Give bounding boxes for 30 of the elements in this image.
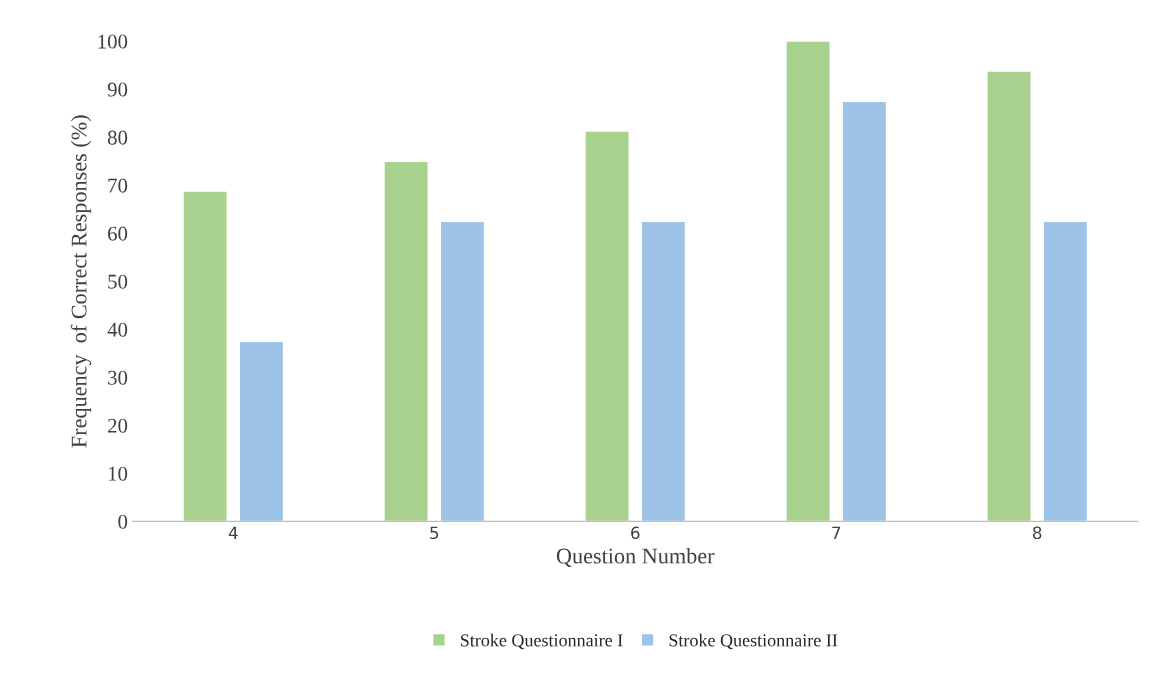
bar bbox=[238, 340, 285, 522]
y-tick-label: 100 bbox=[98, 34, 128, 49]
y-tick-label: 20 bbox=[108, 418, 128, 433]
bar bbox=[640, 220, 687, 522]
y-tick-label: 80 bbox=[107, 130, 128, 145]
legend-label: Stroke Questionnaire II bbox=[669, 633, 838, 650]
legend-label: Stroke Questionnaire I bbox=[460, 633, 623, 650]
bar bbox=[383, 160, 429, 522]
y-axis-title: Frequency of Correct Responses (%) bbox=[70, 115, 92, 448]
y-tick-label: 30 bbox=[108, 370, 128, 385]
y-tick-label: 40 bbox=[107, 322, 128, 337]
x-axis-title: Question Number bbox=[556, 547, 715, 567]
bar bbox=[785, 41, 831, 522]
bar bbox=[841, 100, 888, 522]
bar bbox=[584, 130, 630, 522]
x-tick-label: 8 bbox=[1033, 526, 1042, 540]
y-tick-label: 50 bbox=[108, 274, 128, 289]
x-tick-label: 4 bbox=[228, 526, 238, 539]
bar bbox=[439, 220, 486, 522]
y-tick-label: 0 bbox=[118, 514, 128, 529]
x-tick-label: 7 bbox=[832, 526, 841, 539]
y-tick-label: 90 bbox=[107, 82, 128, 97]
y-tick-label: 10 bbox=[108, 466, 128, 481]
bar bbox=[1042, 220, 1089, 522]
x-tick-label: 5 bbox=[430, 526, 439, 540]
x-tick-label: 6 bbox=[631, 526, 640, 540]
bar bbox=[182, 190, 228, 522]
y-tick-label: 70 bbox=[108, 178, 128, 193]
bar bbox=[986, 70, 1032, 522]
y-tick-label: 60 bbox=[108, 226, 128, 241]
